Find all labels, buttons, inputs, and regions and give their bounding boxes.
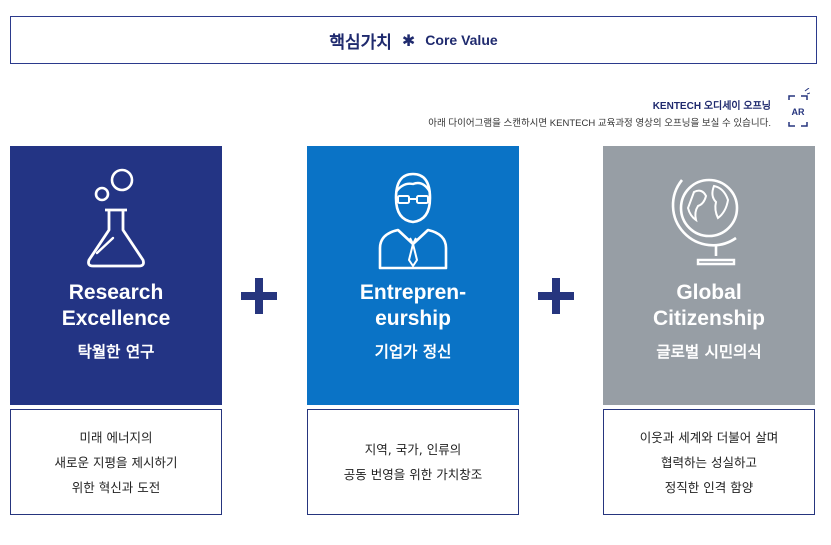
description-line: 정직한 인격 함양 [664,479,754,495]
card-description: 이웃과 세계와 더불어 살며 협력하는 성실하고 정직한 인격 함양 [603,409,815,515]
header-box: 핵심가치 ✱ Core Value [10,16,817,64]
description-line: 지역, 국가, 인류의 [364,442,462,457]
ar-note-desc: 아래 다이어그램을 스캔하시면 KENTECH 교육과정 영상의 오프닝을 보실… [428,118,771,129]
description-line: 새로운 지평을 제시하기 [54,454,178,470]
card-title-line: eurship [375,307,451,330]
card-description: 미래 에너지의 새로운 지평을 제시하기 위한 혁신과 도전 [10,409,222,515]
card-entrepreneurship: Entrepren- eurship 기업가 정신 [307,146,519,405]
ar-note: KENTECH 오디세이 오프닝 아래 다이어그램을 스캔하시면 KENTECH… [428,97,771,129]
page-subtitle: Core Value [425,32,498,48]
description-line: 이웃과 세계와 더불어 살며 [639,429,779,445]
card-research: Research Excellence 탁월한 연구 [10,146,222,405]
flask-icon [87,168,145,268]
card-title: Entrepren- eurship [360,280,466,332]
card-subtitle: 탁월한 연구 [77,343,155,361]
card-subtitle: 글로벌 시민의식 [656,343,762,361]
description-line: 미래 에너지의 [79,429,153,445]
card-title-line: Excellence [61,307,171,330]
card-title-line: Citizenship [652,307,765,330]
card-title: Global Citizenship [653,280,765,332]
card-title-line: Research [68,281,164,304]
card-title: Research Excellence [62,280,171,332]
card-title-line: Global [676,281,742,304]
card-title-line: Entrepren- [359,281,467,304]
star-icon: ✱ [401,30,416,50]
page-title: 핵심가치 [329,32,392,53]
card-description: 지역, 국가, 인류의 공동 번영을 위한 가치창조 [307,409,519,515]
card-global: Global Citizenship 글로벌 시민의식 [603,146,815,405]
ar-icon-label: AR [792,107,805,117]
plus-icon [239,276,279,316]
card-subtitle: 기업가 정신 [374,343,452,361]
description-line: 공동 번영을 위한 가치창조 [343,467,483,482]
globe-icon [671,178,739,266]
businessman-icon [378,172,448,270]
ar-note-title: KENTECH 오디세이 오프닝 [652,101,771,112]
description-line: 위한 혁신과 도전 [71,479,161,495]
plus-icon [536,276,576,316]
description-line: 협력하는 성실하고 [661,454,757,470]
ar-scan-icon[interactable]: AR [786,88,810,132]
